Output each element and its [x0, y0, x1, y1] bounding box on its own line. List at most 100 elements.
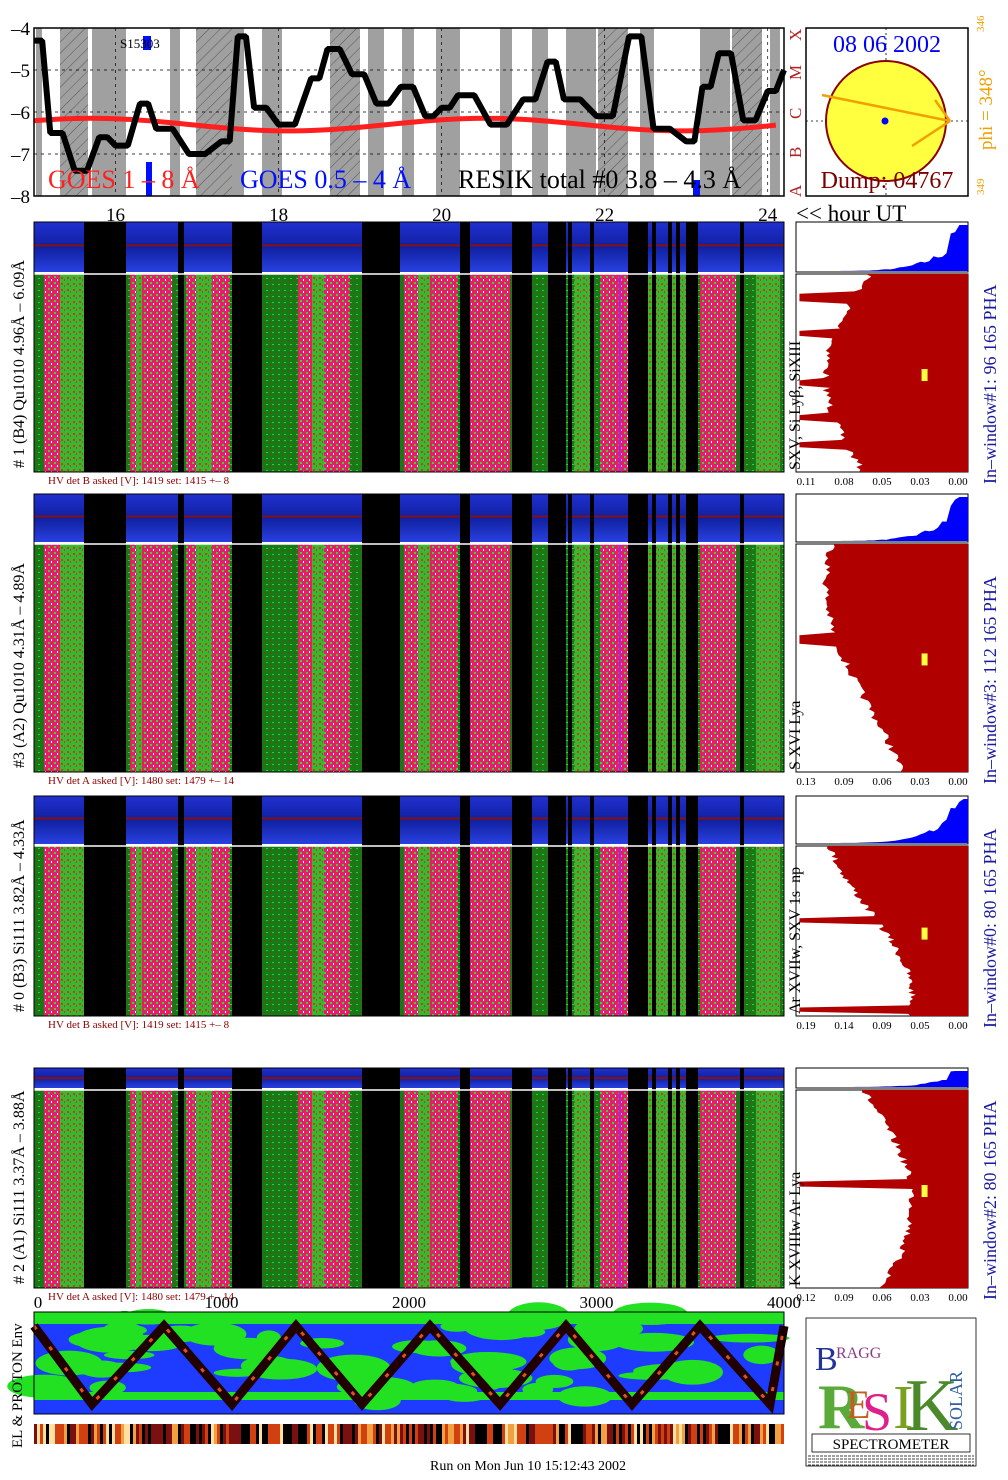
- thin-gap-8: [668, 494, 672, 772]
- panel-0: HV det B asked [V]: 1419 set: 1415 +– 8 #…: [10, 221, 1000, 488]
- spectrum-xtick: 0.03: [910, 1292, 930, 1304]
- detector-label: # 0 (B3) Si111 3.82Å – 4.33Å: [10, 819, 28, 1012]
- thin-gap-10: [740, 494, 744, 772]
- sun-position-box: 08 06 2002 Dump: 04767 phi = 348° 346 34…: [805, 15, 997, 197]
- warm-band-5: [574, 1090, 590, 1288]
- class-C: C: [786, 108, 805, 119]
- orbit-tick-3: 3000: [580, 1293, 614, 1312]
- pha-histogram: [796, 497, 968, 541]
- thin-gap-5: [590, 1068, 594, 1288]
- spectrum-xtick: 0.00: [948, 776, 968, 788]
- thin-gap-6: [636, 222, 640, 472]
- flare-class-labels: X M C B A: [786, 29, 805, 197]
- logo-solar: SOLAR: [946, 1371, 966, 1430]
- thin-gap-3: [514, 494, 518, 772]
- logo-k: K: [905, 1365, 958, 1447]
- thin-gap-9: [676, 1068, 680, 1288]
- panel-frame: [33, 493, 785, 773]
- gap-3: [460, 796, 470, 1016]
- panel-2: HV det B asked [V]: 1419 set: 1415 +– 8 #…: [10, 795, 1000, 1032]
- logo-bragg: B: [815, 1341, 838, 1378]
- in-window-label: In–window#3: 112 165 PHA: [980, 576, 1000, 784]
- logo-s: S: [862, 1382, 892, 1442]
- gap-5: [548, 222, 566, 472]
- class-M: M: [786, 65, 805, 80]
- x-tick-1: 18: [269, 205, 288, 226]
- thin-gap-1: [178, 796, 184, 1016]
- gap-0: [88, 222, 126, 472]
- band-5: [196, 28, 232, 196]
- panel-frame: [33, 1067, 785, 1289]
- pointing-dot: [881, 117, 889, 125]
- x-tick-2: 20: [432, 205, 451, 226]
- warm-band-7: [756, 544, 780, 772]
- warm-band-5: [574, 274, 590, 472]
- phi-sub: 349: [975, 178, 987, 195]
- gap-2: [362, 222, 400, 472]
- spectrum-xtick: 0.11: [797, 476, 816, 488]
- spectrum-xtick: 0.09: [872, 1020, 892, 1032]
- hot-band-4: [404, 274, 458, 472]
- warm-band-3: [312, 544, 324, 772]
- class-A: A: [786, 184, 805, 197]
- thin-gap-9: [676, 222, 680, 472]
- warm-band-2: [196, 1090, 212, 1288]
- gap-7: [686, 494, 698, 772]
- pha-strip: [34, 222, 784, 272]
- spectrum-xtick: 0.09: [834, 776, 854, 788]
- warm-band-3: [312, 1090, 324, 1288]
- goes-long-legend: GOES 1 – 8 Å: [48, 165, 200, 194]
- hv-label: HV det A asked [V]: 1480 set: 1479 +– 14: [48, 1291, 234, 1303]
- warm-band-2: [196, 544, 212, 772]
- gap-7: [686, 222, 698, 472]
- thin-gap-7: [652, 1068, 656, 1288]
- x-tick-labels: 16 18 20 22 24: [106, 205, 778, 226]
- thin-gap-5: [590, 222, 594, 472]
- thin-gap-2: [246, 494, 250, 772]
- warm-band-7: [756, 846, 780, 1016]
- panel-3: HV det A asked [V]: 1480 set: 1479 +– 14…: [10, 1067, 1000, 1304]
- pha-histogram: [796, 225, 968, 271]
- thin-gap-5: [590, 796, 594, 1016]
- spectrum-xtick: 0.03: [910, 476, 930, 488]
- spectrum-profile: [799, 1090, 968, 1288]
- hot-band-5: [470, 1090, 510, 1288]
- gap-2: [362, 796, 400, 1016]
- spectrum-xtick: 0.03: [910, 776, 930, 788]
- thin-gap-9: [676, 494, 680, 772]
- gap-0: [88, 1068, 126, 1288]
- warm-band-5: [574, 544, 590, 772]
- logo-spectrometer: SPECTROMETER: [833, 1437, 950, 1453]
- phi-label: phi = 348°: [976, 69, 997, 150]
- gap-0: [88, 494, 126, 772]
- thin-gap-9: [676, 796, 680, 1016]
- logo-bragg-2: RAGG: [836, 1345, 882, 1362]
- line-ids: Ar XVIIw, SXV 1s–np: [787, 867, 804, 1014]
- y-tick-2: –6: [10, 103, 30, 124]
- gap-5: [548, 1068, 566, 1288]
- env-label: EL & PROTON Env: [10, 1323, 26, 1448]
- thin-gap-2: [246, 222, 250, 472]
- warm-band-7: [756, 1090, 780, 1288]
- hot-band-7: [700, 544, 736, 772]
- hot-band-6: [600, 1090, 630, 1288]
- hot-band-4: [404, 544, 458, 772]
- in-window-label: In–window#0: 80 165 PHA: [980, 828, 1000, 1028]
- thin-gap-0: [84, 1068, 88, 1288]
- phi-label-group: phi = 348° 346 349: [975, 15, 997, 195]
- warm-band-0: [60, 274, 84, 472]
- thin-gap-8: [668, 1068, 672, 1288]
- detector-label: # 2 (A1) Si111 3.37Å – 3.88Å: [10, 1090, 28, 1284]
- warm-band-4: [418, 846, 430, 1016]
- orbit-tick-2: 2000: [392, 1293, 426, 1312]
- window-marker: [921, 1185, 928, 1198]
- hot-band-6: [600, 544, 630, 772]
- gap-5: [548, 796, 566, 1016]
- resik-logo: B RAGG R E S I K SOLAR SPECTROMETER: [805, 1317, 977, 1467]
- spectrum-xtick: 0.08: [834, 476, 854, 488]
- warm-band-2: [196, 274, 212, 472]
- x-tick-0: 16: [106, 205, 125, 226]
- hot-band-0: [44, 1090, 60, 1288]
- warm-band-5: [574, 846, 590, 1016]
